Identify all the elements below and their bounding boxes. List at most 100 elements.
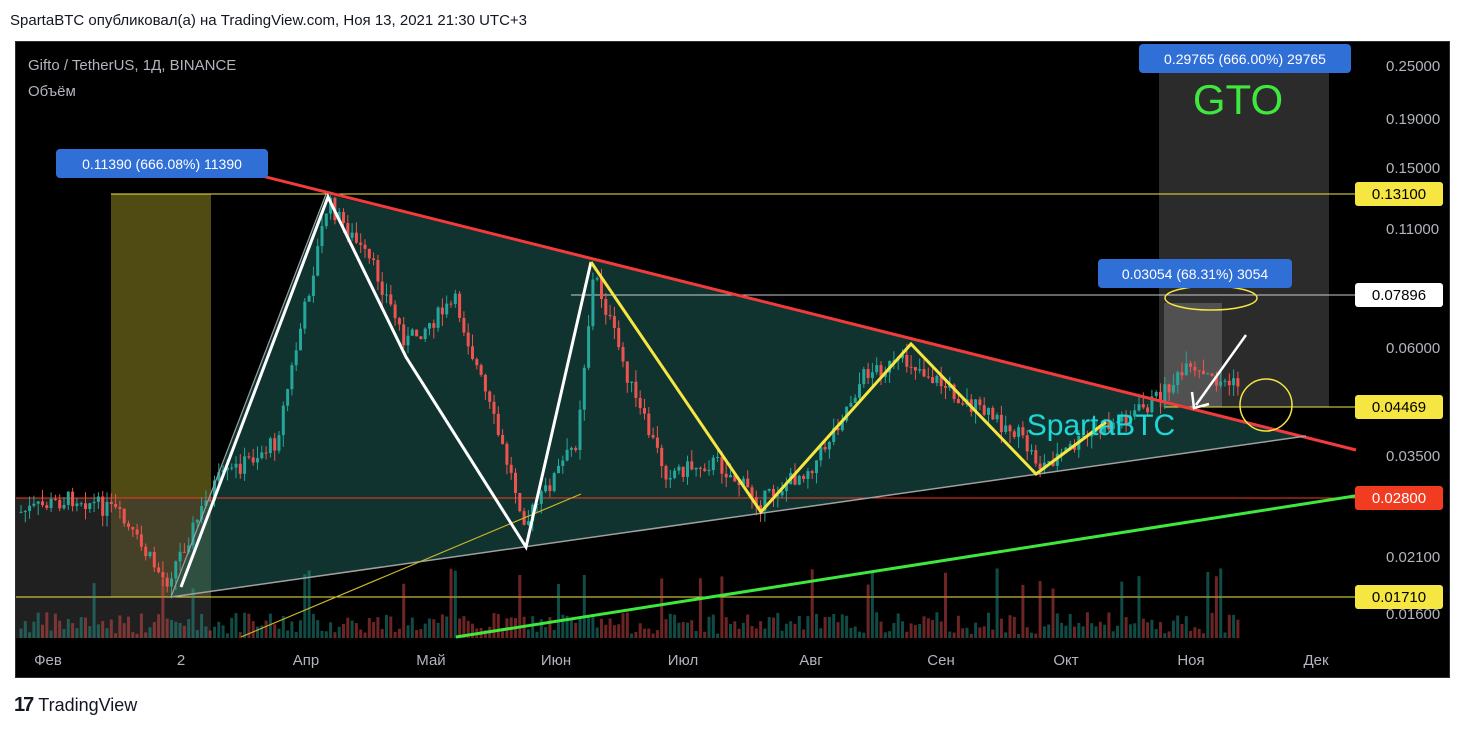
candle-body xyxy=(1146,407,1150,413)
volume-bar xyxy=(978,627,982,638)
candle-body xyxy=(406,335,410,346)
volume-bar xyxy=(608,618,612,638)
white-wave xyxy=(179,193,593,588)
candle-body xyxy=(754,497,758,506)
measure-label-box xyxy=(1098,259,1292,288)
candle-body xyxy=(587,326,591,368)
volume-bar xyxy=(376,617,380,638)
candle-body xyxy=(346,223,350,238)
candle-body xyxy=(875,365,879,373)
volume-bar xyxy=(1038,581,1042,638)
candle-body xyxy=(1171,385,1175,393)
candle-body xyxy=(71,491,75,507)
candle-body xyxy=(299,328,302,351)
candle-body xyxy=(118,506,122,509)
candle-body xyxy=(75,503,79,507)
candle-body xyxy=(105,501,109,516)
volume-bar xyxy=(1034,633,1038,638)
candle-body xyxy=(978,399,982,406)
volume-bar xyxy=(342,623,345,638)
volume-bar xyxy=(862,632,866,638)
volume-bar xyxy=(221,625,225,638)
candle-body xyxy=(569,447,573,450)
level-label-box xyxy=(1355,486,1443,510)
candle-body xyxy=(1116,421,1119,423)
candle-body xyxy=(1150,396,1154,413)
candle-body xyxy=(393,304,397,319)
candle-body xyxy=(741,478,745,485)
candle-body xyxy=(178,551,182,562)
volume-bar xyxy=(294,631,298,638)
candle-body xyxy=(225,467,229,471)
candle-body xyxy=(802,475,806,479)
volume-bar xyxy=(711,614,715,638)
candle-body xyxy=(621,347,625,362)
candle-body xyxy=(1219,381,1223,386)
volume-bar xyxy=(213,626,216,638)
volume-bar xyxy=(436,622,440,638)
candle-body xyxy=(544,485,548,492)
volume-bar xyxy=(664,619,668,638)
candle-body xyxy=(913,367,917,371)
volume-bar xyxy=(535,631,539,638)
candle-body xyxy=(316,246,320,276)
candle-body xyxy=(49,498,53,509)
volume-bar xyxy=(918,623,922,638)
volume-bar xyxy=(922,616,926,638)
candle-body xyxy=(952,384,956,400)
arrow-head-icon xyxy=(1190,391,1210,410)
volume-bar xyxy=(793,623,797,638)
tradingview-logo[interactable]: 17 TradingView xyxy=(14,694,137,717)
volume-bar xyxy=(1120,581,1124,638)
volume-bar xyxy=(208,630,212,638)
volume-bar xyxy=(552,630,556,638)
volume-bar xyxy=(466,620,470,638)
volume-bar xyxy=(961,628,965,638)
candle-body xyxy=(698,467,702,469)
y-tick-label: 0.15000 xyxy=(1386,160,1440,177)
price-chart[interactable]: GTO SpartaBTC Gifto / TetherUS, 1Д, BINA… xyxy=(16,42,1451,679)
x-tick-label: Июн xyxy=(541,652,571,669)
candle-body xyxy=(234,463,238,468)
candle-body xyxy=(359,242,363,245)
volume-bar xyxy=(746,614,750,638)
candle-body xyxy=(1017,427,1021,437)
candle-body xyxy=(806,471,810,479)
candle-body xyxy=(853,397,857,403)
volume-bar xyxy=(178,622,182,638)
candle-body xyxy=(870,372,874,378)
candle-body xyxy=(1047,461,1051,463)
volume-bar xyxy=(1111,631,1115,638)
volume-bar xyxy=(53,613,57,638)
candle-body xyxy=(256,458,259,463)
volume-bar xyxy=(823,616,827,638)
triangle-left-line xyxy=(170,193,327,598)
candle-body xyxy=(45,505,49,509)
volume-bar xyxy=(720,576,724,638)
candle-body xyxy=(483,374,487,392)
volume-bar xyxy=(1159,622,1162,638)
volume-bar xyxy=(698,578,702,638)
candle-body xyxy=(991,407,995,420)
volume-bar xyxy=(944,572,947,638)
volume-bar xyxy=(225,633,229,638)
candle-body xyxy=(939,375,943,387)
resistance-trendline xyxy=(225,165,1357,452)
candle-body xyxy=(686,461,689,477)
volume-bar xyxy=(569,619,573,638)
chart-area[interactable]: GTO SpartaBTC Gifto / TetherUS, 1Д, BINA… xyxy=(15,41,1450,678)
candle-body xyxy=(1141,404,1145,408)
volume-bar xyxy=(410,617,414,638)
candle-body xyxy=(410,329,414,336)
candle-body xyxy=(961,403,965,405)
volume-bar xyxy=(591,615,595,638)
volume-bar xyxy=(1180,624,1184,638)
volume-bar xyxy=(36,612,40,638)
volume-bar xyxy=(643,628,646,638)
volume-bar xyxy=(733,621,737,638)
candle-body xyxy=(79,503,83,505)
candle-body xyxy=(625,361,629,383)
volume-bar xyxy=(92,583,96,638)
volume-bar xyxy=(1232,614,1236,638)
volume-bar xyxy=(1004,632,1008,638)
